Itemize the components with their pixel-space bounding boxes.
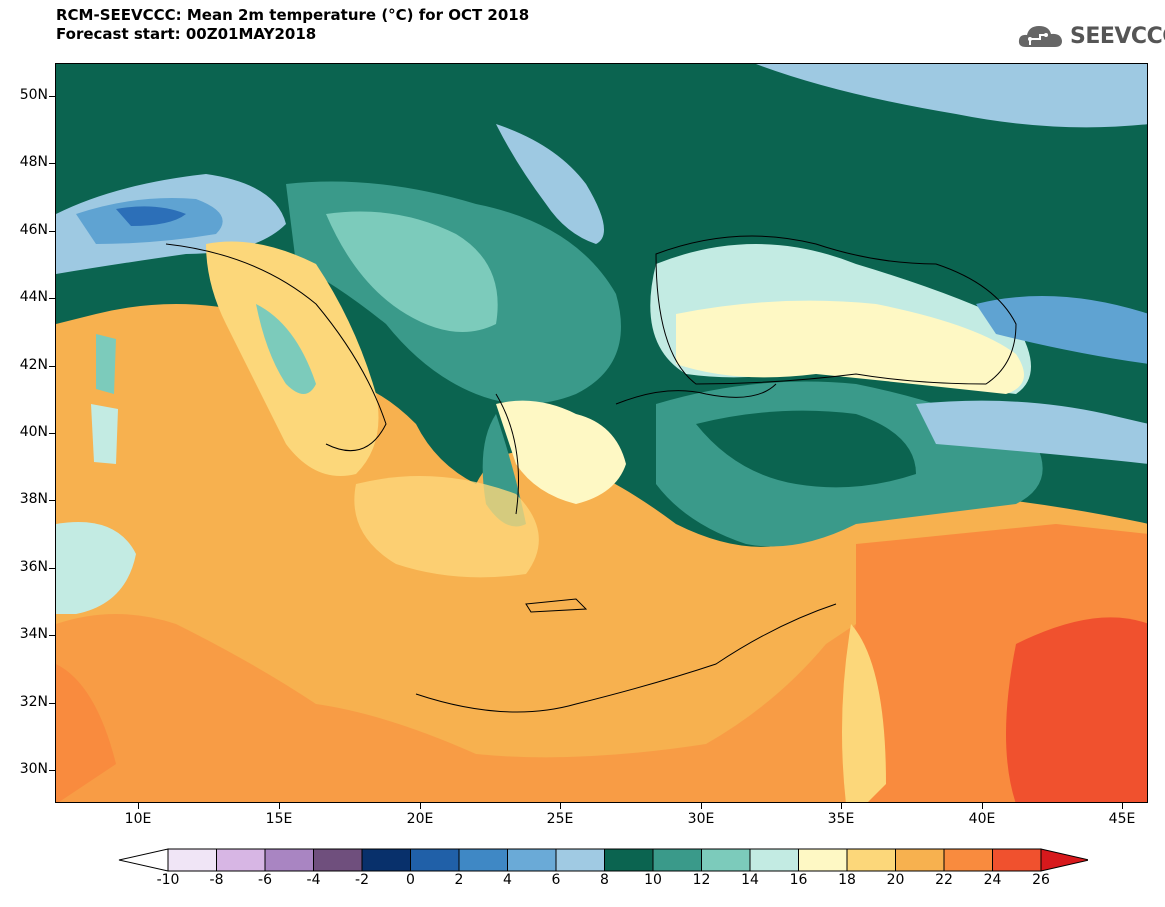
colorbar-min-arrow [118,848,169,872]
colorbar-box [846,848,896,872]
temperature-field [56,64,1147,802]
lon-label-45e: 45E [1108,811,1136,827]
lat-label-30n: 30N [19,761,48,777]
colorbar-label: 4 [503,872,512,888]
lat-tick [49,231,55,232]
colorbar-box [798,848,848,872]
lat-label-32n: 32N [19,694,48,710]
logo-text: SEEVCCC [1070,23,1165,49]
lon-tick [701,803,702,809]
lon-label-30e: 30E [687,811,715,827]
lat-label-34n: 34N [19,626,48,642]
colorbar-label: -2 [355,872,369,888]
lat-tick [49,703,55,704]
lat-label-42n: 42N [19,357,48,373]
colorbar-label: 24 [983,872,1002,888]
colorbar-box [458,848,508,872]
colorbar-box [361,848,411,872]
colorbar-label: -6 [258,872,272,888]
colorbar-box [895,848,945,872]
lat-label-38n: 38N [19,491,48,507]
colorbar-box [701,848,751,872]
lon-tick [1122,803,1123,809]
lat-label-44n: 44N [19,289,48,305]
colorbar-box [652,848,702,872]
colorbar-box [604,848,654,872]
colorbar [118,848,1088,872]
colorbar-label: -4 [306,872,321,888]
lon-tick [279,803,280,809]
lat-tick [49,635,55,636]
lat-tick [49,568,55,569]
colorbar-label: 0 [406,872,415,888]
lon-label-25e: 25E [546,811,574,827]
lon-label-10e: 10E [124,811,152,827]
colorbar-box [410,848,460,872]
colorbar-label: 14 [741,872,759,888]
colorbar-box [264,848,314,872]
lat-tick [49,770,55,771]
colorbar-label: 2 [454,872,464,888]
colorbar-box [216,848,266,872]
colorbar-label: -10 [156,872,180,888]
colorbar-label: 22 [935,872,953,888]
lat-tick [49,163,55,164]
lon-tick [138,803,139,809]
lat-tick [49,96,55,97]
lat-tick [49,366,55,367]
lon-label-35e: 35E [827,811,855,827]
colorbar-label: 10 [644,872,662,888]
colorbar-label: 26 [1032,872,1050,888]
colorbar-box [507,848,557,872]
colorbar-label: 6 [551,872,561,888]
colorbar-box [943,848,993,872]
colorbar-label: 18 [838,872,856,888]
lat-tick [49,433,55,434]
lat-label-50n: 50N [19,87,48,103]
lon-tick [420,803,421,809]
colorbar-box [313,848,363,872]
lon-label-20e: 20E [406,811,434,827]
cloud-icon [1018,26,1062,47]
lon-tick [982,803,983,809]
lat-tick [49,298,55,299]
colorbar-label: 12 [692,872,711,888]
lat-tick [49,500,55,501]
temperature-map [55,63,1148,803]
lat-label-36n: 36N [19,559,48,575]
colorbar-label: -8 [209,872,224,888]
colorbar-box [992,848,1042,872]
forecast-start-label: Forecast start: 00Z01MAY2018 [56,25,317,43]
seevccc-logo: SEEVCCC [1016,21,1165,51]
colorbar-box [749,848,799,872]
colorbar-box [555,848,605,872]
colorbar-label: 20 [886,872,905,888]
lat-label-46n: 46N [19,222,48,238]
lon-tick [841,803,842,809]
colorbar-box [167,848,217,872]
lon-tick [560,803,561,809]
colorbar-max-arrow [1040,848,1088,872]
lon-label-15e: 15E [265,811,293,827]
lat-label-40n: 40N [19,424,48,440]
lat-label-48n: 48N [19,154,48,170]
lon-label-40e: 40E [968,811,996,827]
colorbar-label: 8 [600,872,609,888]
colorbar-label: 16 [789,872,808,888]
map-title: RCM-SEEVCCC: Mean 2m temperature (°C) fo… [56,6,530,24]
